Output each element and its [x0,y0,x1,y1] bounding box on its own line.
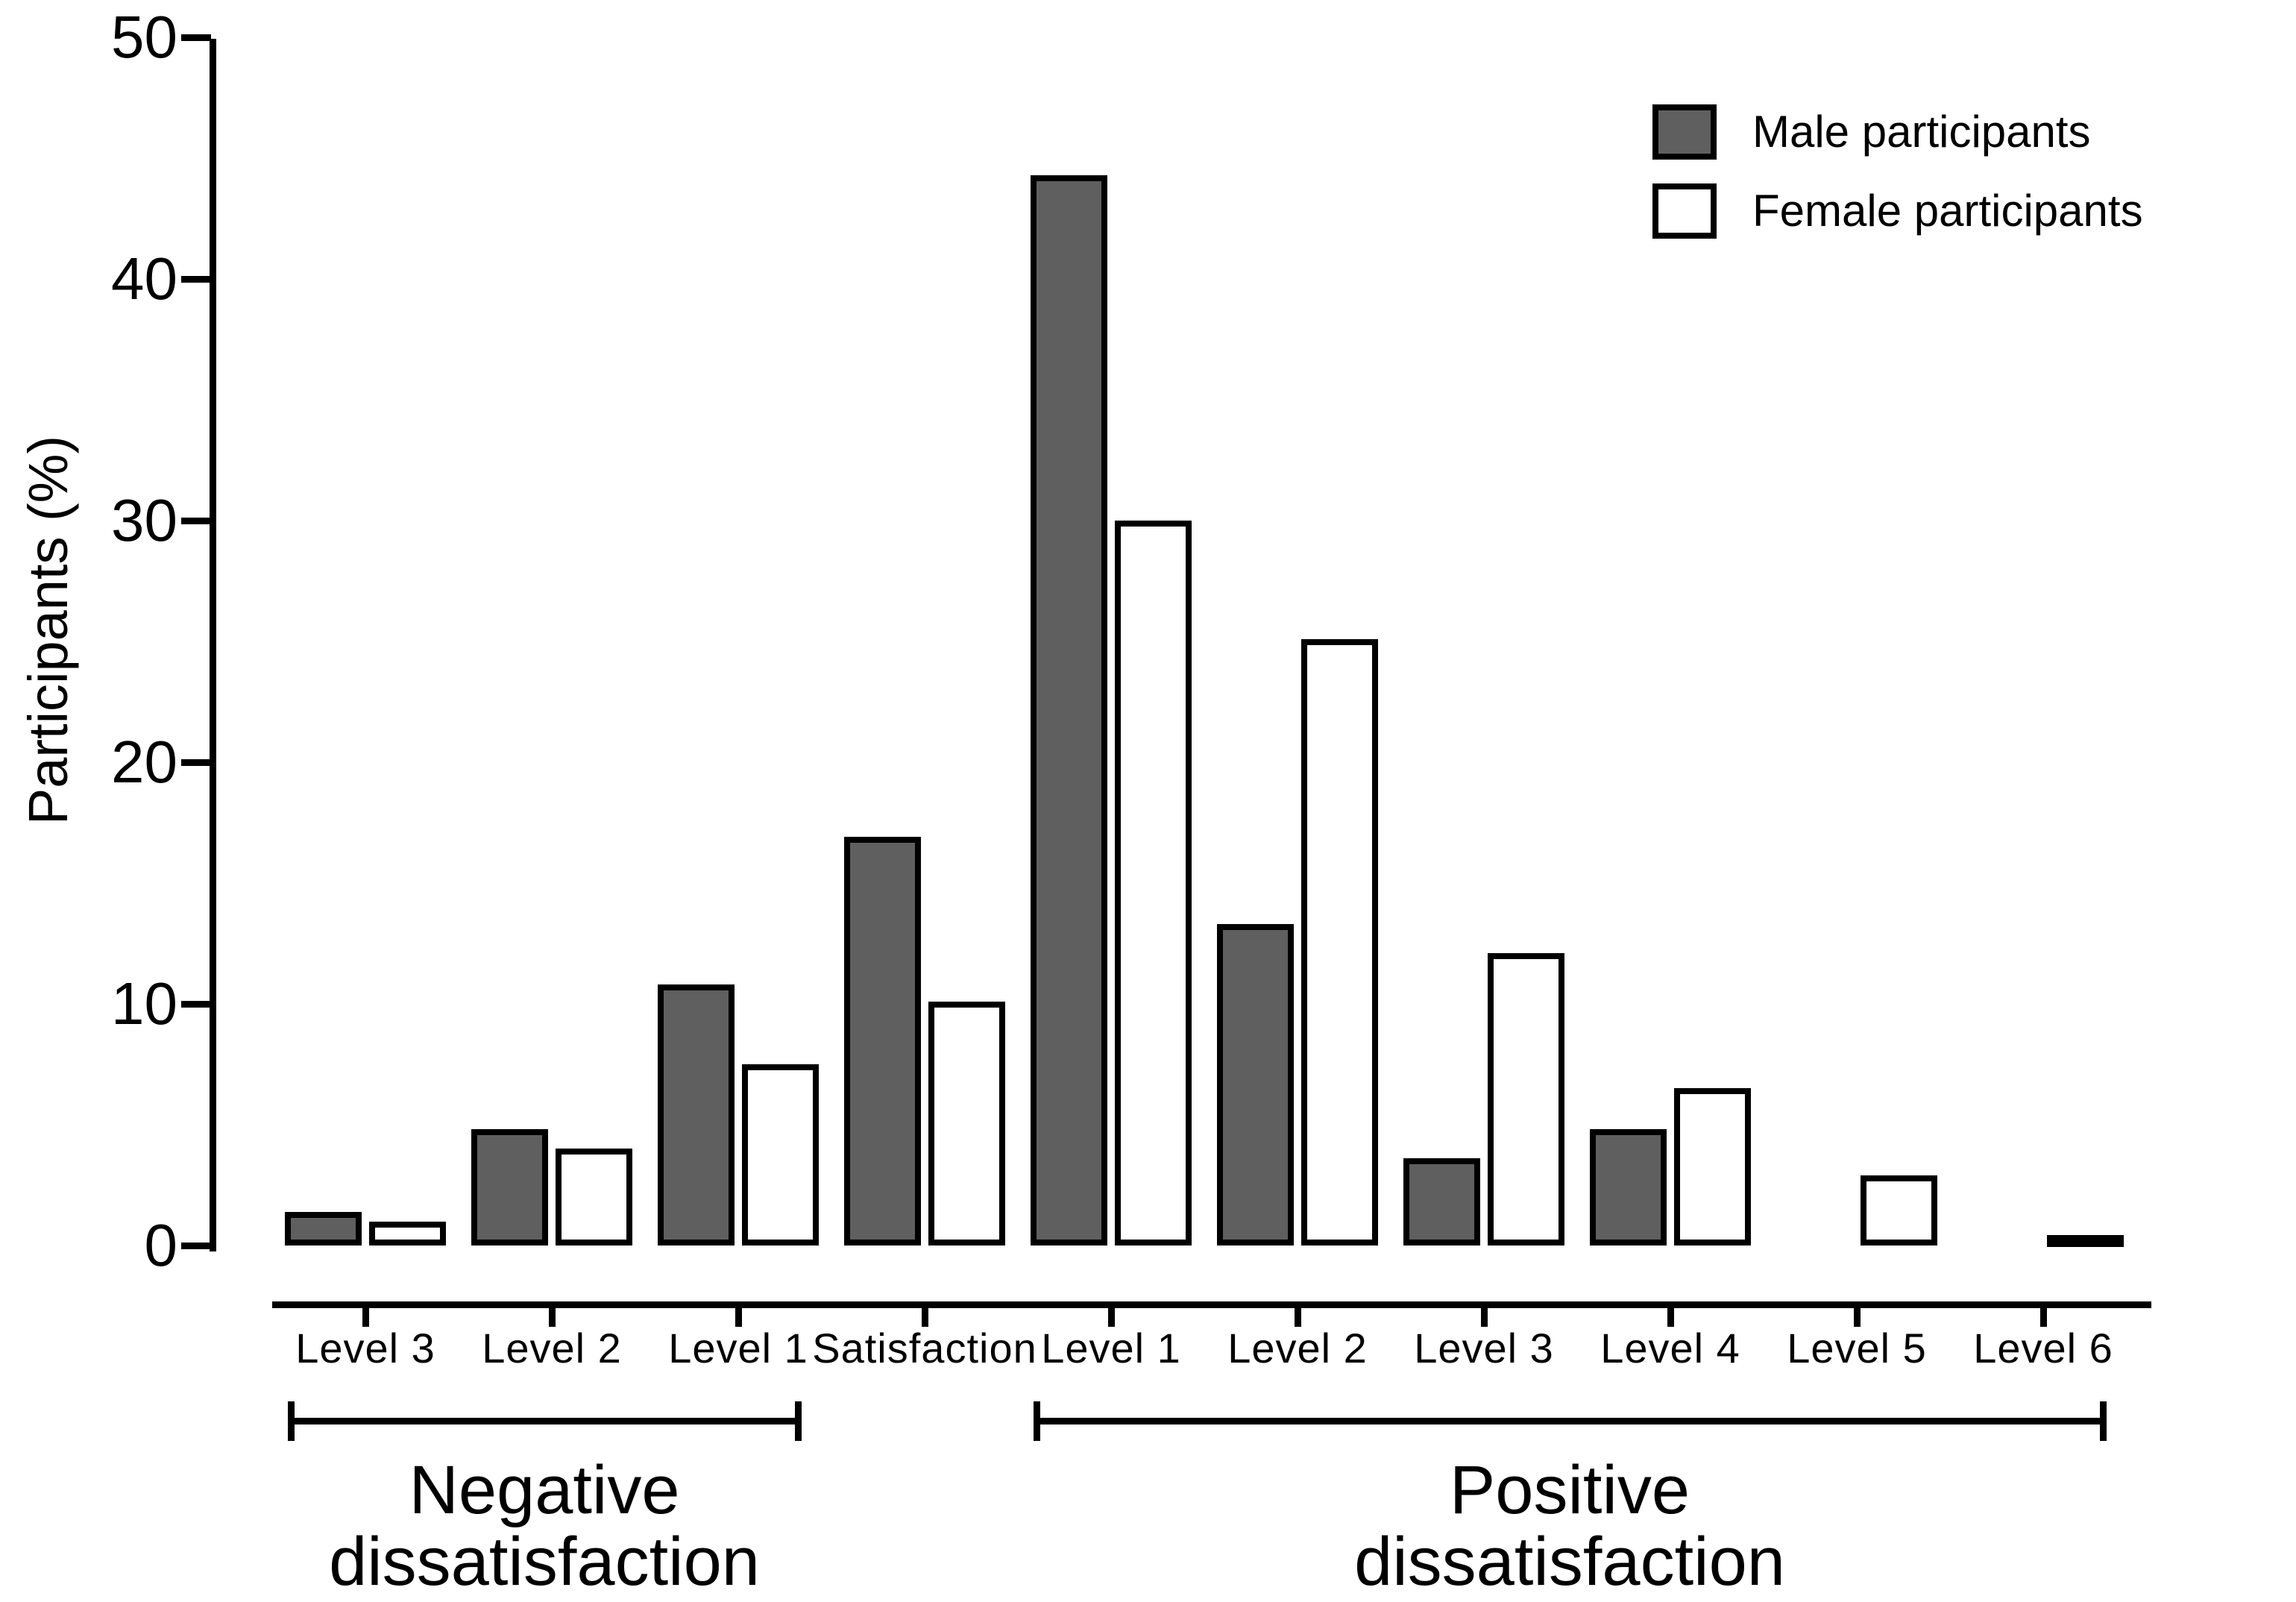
y-tick [181,34,211,41]
x-tick [549,1304,556,1327]
bar-male-2 [471,1129,548,1246]
bar-female-9 [1861,1175,1937,1246]
x-tick-label: Level 1 [1041,1325,1181,1372]
x-tick-label: Level 2 [482,1325,622,1372]
positive-bracket-label-line1: Positive [1449,1452,1690,1528]
bar-female-2 [556,1149,632,1246]
x-tick [1108,1304,1115,1327]
bar-male-7 [1403,1158,1480,1246]
x-tick [1481,1304,1488,1327]
y-tick-label: 30 [111,487,177,553]
bar-female-4 [928,1002,1005,1246]
x-tick-label: Level 4 [1600,1325,1740,1372]
bar-female-6 [1301,639,1378,1246]
bar-male-4 [844,837,921,1246]
y-axis-title: Participants (%) [17,435,79,826]
bar-male-5 [1031,175,1107,1246]
bar-female-10 [2047,1235,2124,1247]
x-tick [1295,1304,1301,1327]
y-axis-line [210,39,216,1251]
x-tick-label: Level 1 [668,1325,808,1372]
negative-bracket-label-line2: dissatisfaction [329,1524,760,1600]
x-tick-label: Level 2 [1227,1325,1368,1372]
x-tick [362,1304,369,1327]
y-tick [181,1243,211,1249]
x-tick-label: Level 5 [1787,1325,1927,1372]
x-tick [1667,1304,1674,1327]
bar-male-3 [658,984,735,1246]
positive-bracket-line [1034,1418,2107,1424]
y-tick [181,1001,211,1008]
y-tick-label: 20 [111,729,177,795]
y-tick-label: 40 [111,245,177,312]
bar-female-1 [369,1222,446,1246]
negative-bracket-right-cap [795,1401,802,1441]
legend-female-swatch [1652,183,1717,239]
x-tick [922,1304,928,1327]
bar-female-3 [742,1064,819,1246]
positive-bracket-right-cap [2100,1401,2107,1441]
x-tick-label: Level 6 [1973,1325,2113,1372]
bar-male-6 [1217,924,1294,1246]
negative-bracket-line [288,1418,802,1424]
bar-male-8 [1590,1129,1667,1246]
x-tick-label: Satisfaction [812,1325,1037,1372]
bar-male-1 [285,1212,362,1246]
legend-male-label: Male participants [1752,107,2091,157]
x-tick-label: Level 3 [1414,1325,1554,1372]
y-tick [181,276,211,283]
x-tick [2040,1304,2047,1327]
y-tick [181,759,211,766]
y-tick [181,518,211,524]
bar-female-8 [1674,1088,1751,1246]
y-tick-label: 50 [111,4,177,70]
positive-bracket-left-cap [1034,1401,1040,1441]
y-tick-label: 0 [144,1212,178,1278]
positive-bracket-label-line2: dissatisfaction [1354,1524,1785,1600]
legend-female-label: Female participants [1752,186,2143,236]
bar-female-5 [1115,521,1192,1246]
x-tick [735,1304,742,1327]
x-tick [1854,1304,1861,1327]
bar-female-7 [1488,953,1564,1246]
legend-male-swatch [1652,104,1717,160]
x-tick-label: Level 3 [295,1325,435,1372]
negative-bracket-label-line1: Negative [409,1452,680,1528]
y-tick-label: 10 [111,970,177,1037]
x-axis-line [272,1301,2151,1308]
negative-bracket-left-cap [288,1401,295,1441]
